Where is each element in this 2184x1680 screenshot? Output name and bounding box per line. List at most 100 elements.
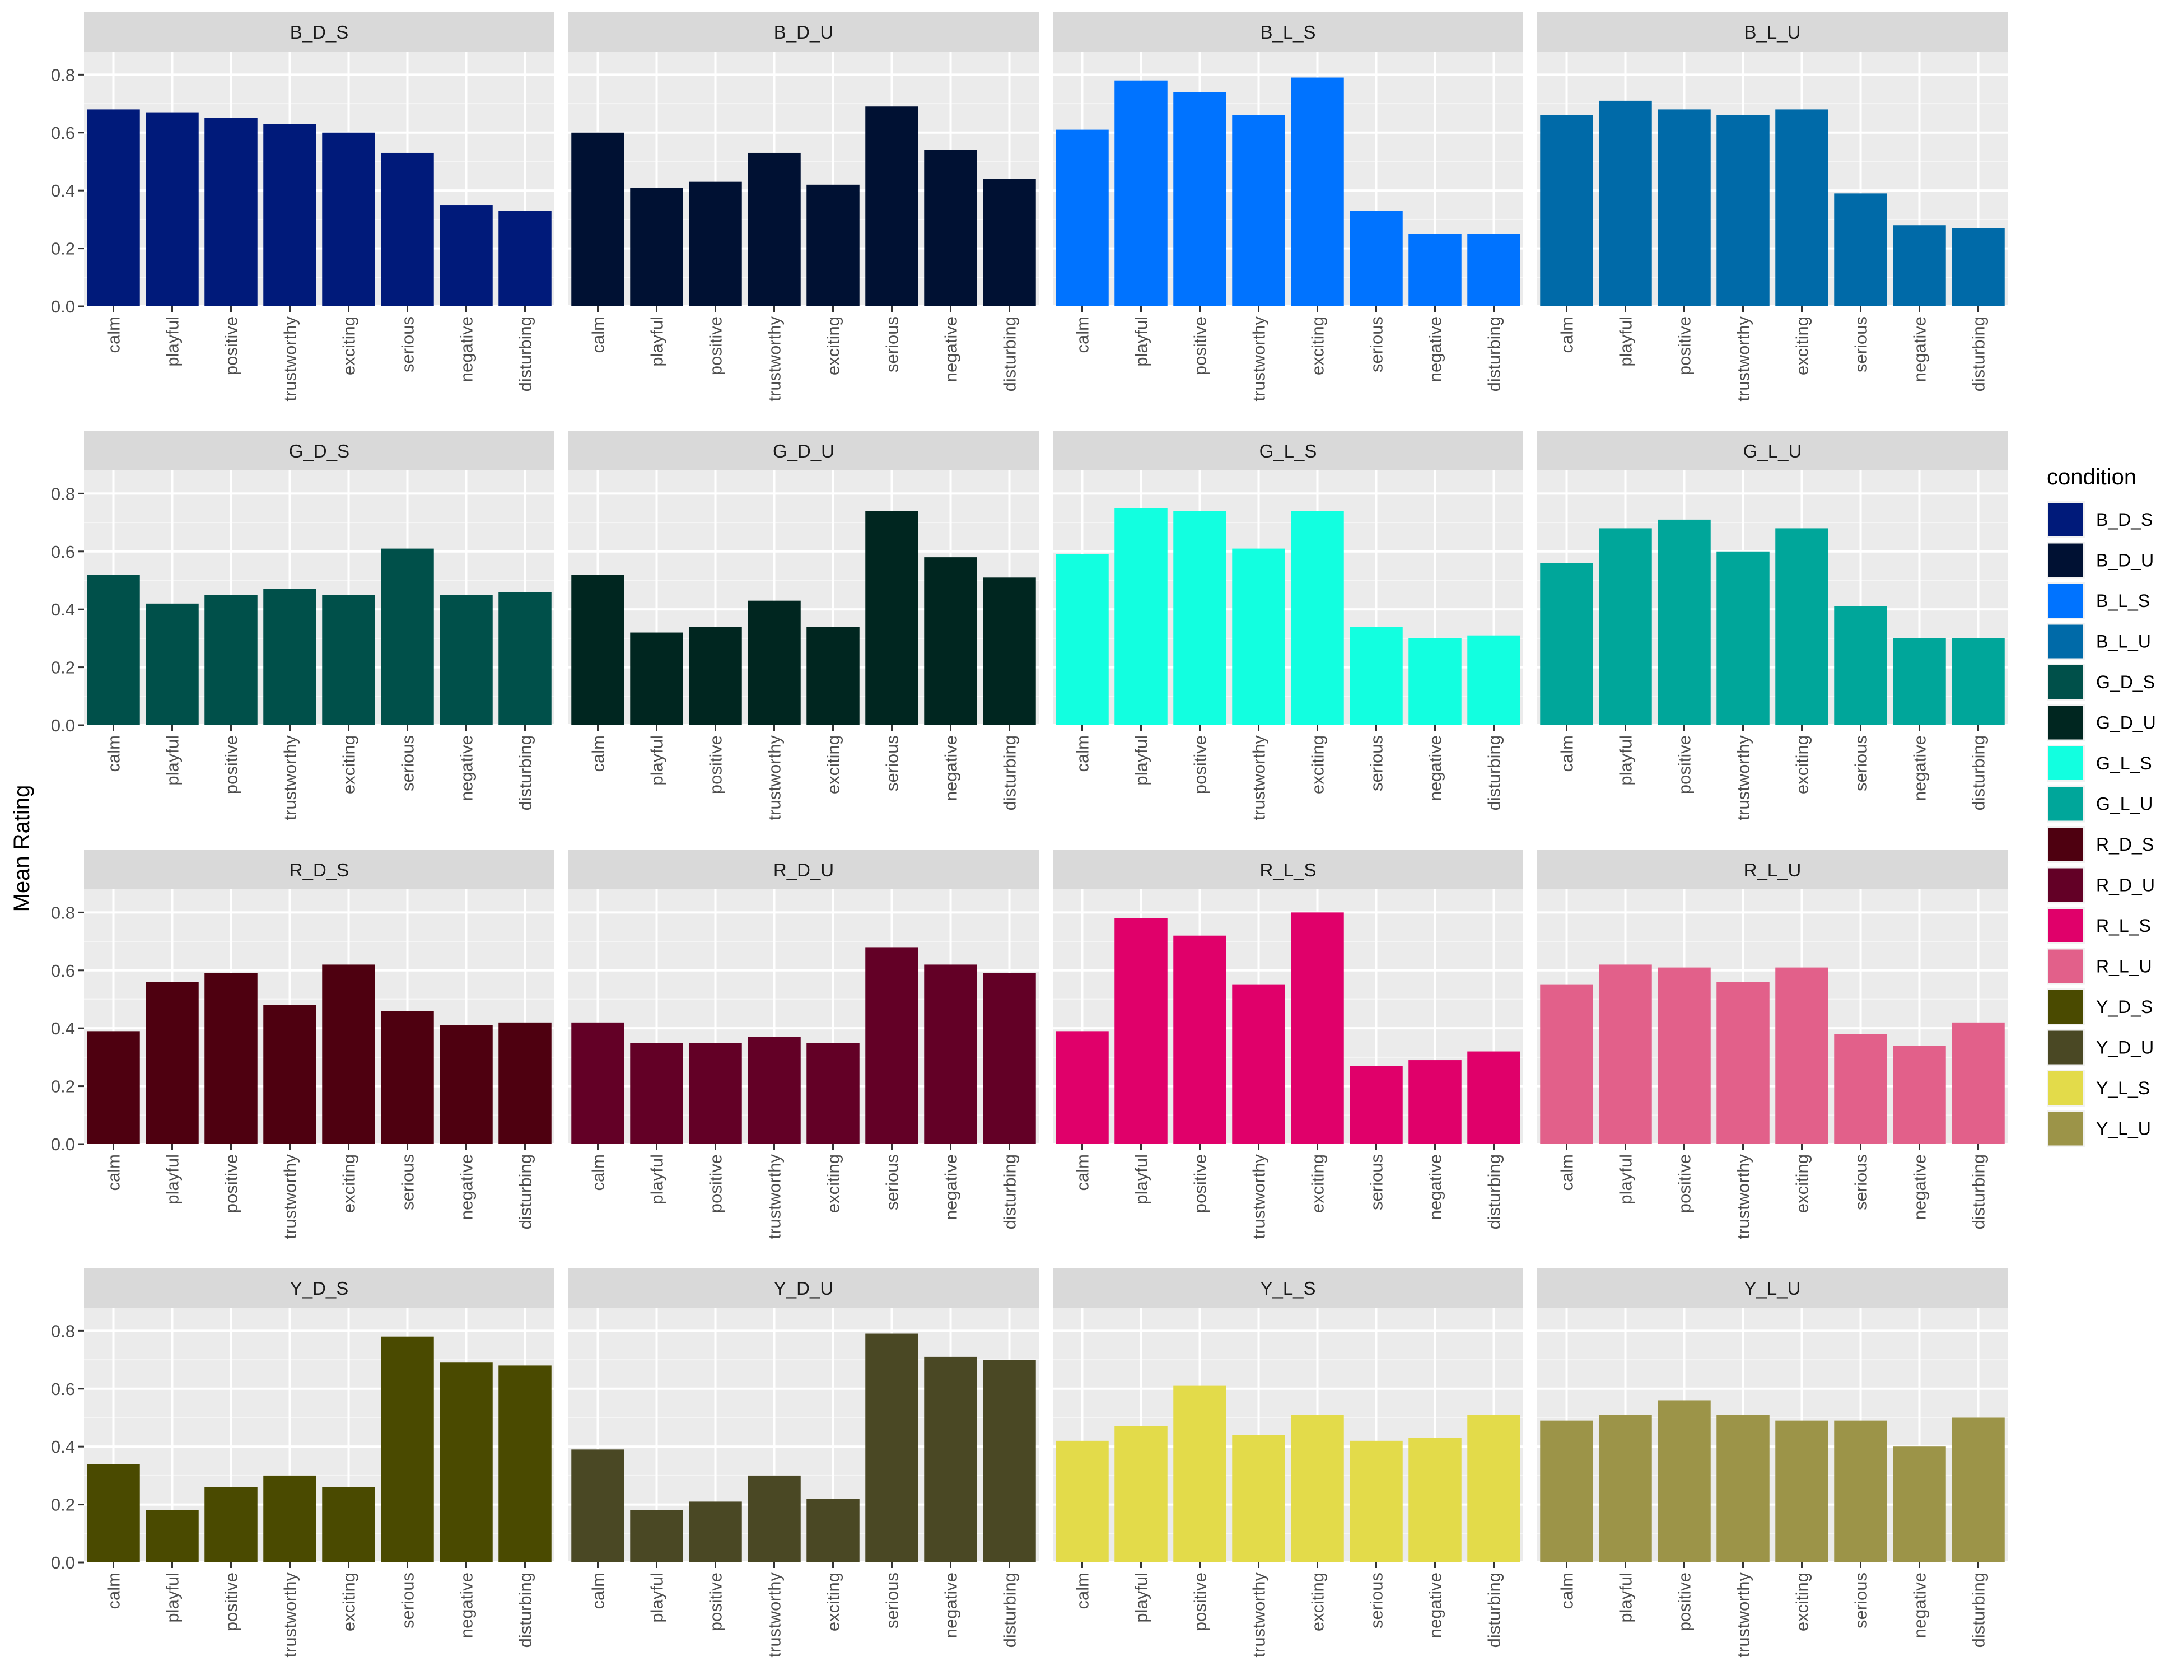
x-tick-label: serious	[1851, 316, 1871, 372]
bar	[1599, 100, 1652, 307]
x-tick-label: playful	[1132, 1572, 1151, 1623]
bar	[1834, 1034, 1887, 1144]
x-tick-label: exciting	[339, 316, 359, 375]
facet-strip-label: Y_L_U	[1744, 1278, 1801, 1299]
x-tick-label: serious	[1851, 735, 1871, 791]
x-tick-label: positive	[706, 1572, 726, 1631]
x-tick-label: positive	[1675, 316, 1695, 375]
bar	[1408, 1060, 1462, 1144]
x-tick-label: serious	[883, 735, 902, 791]
facet-strip-label: B_L_U	[1744, 22, 1801, 43]
bar	[322, 595, 375, 725]
y-tick-label: 0.4	[51, 1437, 75, 1457]
x-tick-label: trustworthy	[1249, 1154, 1269, 1239]
bar	[381, 1011, 434, 1144]
bar	[1056, 1031, 1109, 1144]
bar	[806, 627, 860, 725]
bar	[1173, 511, 1226, 725]
x-tick-label: serious	[1367, 1572, 1387, 1628]
bar	[1540, 984, 1593, 1144]
facet-strip	[1537, 850, 2008, 889]
x-tick-label: disturbing	[1969, 1572, 1989, 1648]
facet-strip-label: R_L_U	[1744, 860, 1802, 880]
bar	[381, 548, 434, 725]
bar	[1408, 1438, 1462, 1562]
x-tick-label: negative	[941, 316, 961, 382]
x-tick-label: disturbing	[1485, 1572, 1504, 1648]
legend-key-swatch	[2048, 1071, 2083, 1105]
y-tick-label: 0.0	[51, 297, 75, 316]
bar	[1291, 511, 1344, 725]
legend-key-swatch	[2048, 1112, 2083, 1146]
legend-key-swatch	[2048, 909, 2083, 942]
y-tick-label: 0.2	[51, 1495, 75, 1515]
x-tick-label: trustworthy	[281, 735, 300, 820]
x-tick-label: positive	[1191, 1154, 1210, 1213]
x-tick-label: negative	[1910, 316, 1930, 382]
legend-entry-label: Y_L_S	[2096, 1078, 2150, 1098]
x-tick-label: playful	[647, 1572, 667, 1623]
y-tick-label: 0.4	[51, 181, 75, 200]
x-tick-label: calm	[1073, 316, 1093, 353]
bar	[87, 1031, 140, 1144]
x-tick-label: positive	[1191, 316, 1210, 375]
x-tick-label: disturbing	[1969, 316, 1989, 391]
bar	[1173, 92, 1226, 307]
x-tick-label: disturbing	[1485, 316, 1504, 391]
bar	[1291, 1415, 1344, 1562]
bar	[87, 109, 140, 306]
bar	[1408, 234, 1462, 306]
x-tick-label: trustworthy	[765, 1154, 785, 1239]
bar	[1834, 606, 1887, 725]
bar	[440, 595, 493, 725]
x-tick-label: playful	[163, 316, 183, 367]
x-tick-label: disturbing	[516, 1572, 535, 1648]
y-tick-label: 0.2	[51, 658, 75, 678]
legend-entry-label: G_L_S	[2096, 753, 2152, 773]
x-tick-label: positive	[706, 1154, 726, 1213]
bar	[630, 1043, 683, 1144]
x-tick-label: exciting	[1793, 1572, 1812, 1631]
legend-entry-label: R_D_U	[2096, 875, 2155, 895]
y-tick-label: 0.6	[51, 542, 75, 562]
x-tick-label: calm	[104, 1154, 124, 1191]
bar	[1350, 627, 1403, 725]
y-tick-label: 0.8	[51, 903, 75, 922]
bar	[806, 1499, 860, 1562]
x-tick-label: positive	[222, 1572, 241, 1631]
bar	[1893, 1446, 1946, 1562]
x-tick-label: trustworthy	[765, 735, 785, 820]
x-tick-label: playful	[1132, 1154, 1151, 1205]
facet-strip	[1053, 1268, 1523, 1308]
bar	[87, 575, 140, 725]
bar	[1716, 1415, 1770, 1562]
x-tick-label: disturbing	[1000, 1154, 1020, 1229]
legend-entry-label: R_L_S	[2096, 916, 2151, 936]
bar	[1467, 234, 1520, 306]
x-tick-label: serious	[398, 1572, 418, 1628]
x-tick-label: disturbing	[516, 1154, 535, 1229]
bar	[440, 1362, 493, 1562]
bar	[1599, 1415, 1652, 1562]
bar	[1467, 1415, 1520, 1562]
y-tick-label: 0.4	[51, 600, 75, 619]
legend-entry-label: B_L_S	[2096, 591, 2150, 611]
bar	[865, 947, 918, 1144]
x-tick-label: disturbing	[1485, 735, 1504, 810]
bar	[263, 1475, 316, 1562]
legend-key-swatch	[2048, 706, 2083, 740]
x-tick-label: playful	[1616, 735, 1636, 786]
bar	[322, 964, 375, 1144]
y-tick-label: 0.4	[51, 1019, 75, 1038]
bar	[865, 511, 918, 725]
bar	[87, 1464, 140, 1562]
facet-strip-label: G_L_U	[1743, 441, 1802, 461]
x-tick-label: trustworthy	[1734, 1154, 1753, 1239]
x-tick-label: calm	[589, 1572, 608, 1609]
x-tick-label: serious	[398, 316, 418, 372]
